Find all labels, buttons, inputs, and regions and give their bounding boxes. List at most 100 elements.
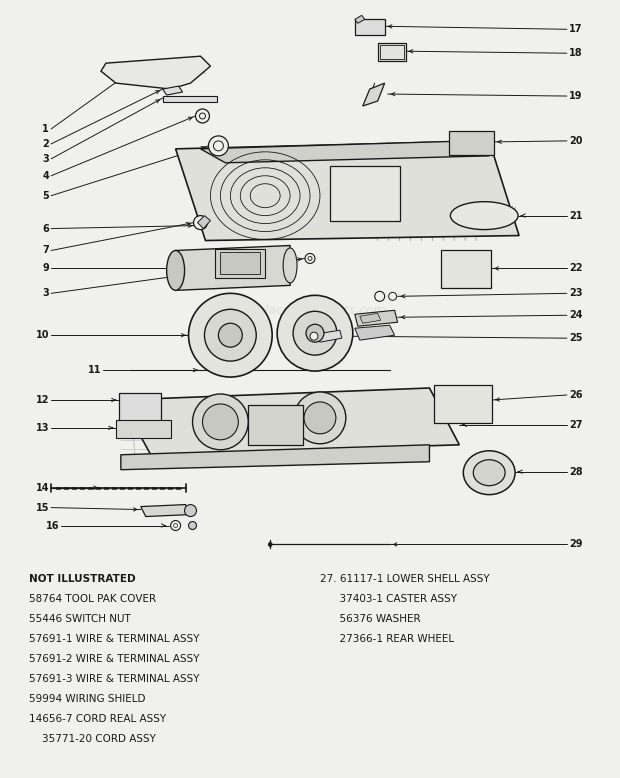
- Circle shape: [306, 324, 324, 342]
- Bar: [330, 166, 400, 221]
- Text: 56376 WASHER: 56376 WASHER: [320, 614, 420, 624]
- Ellipse shape: [463, 450, 515, 495]
- Bar: [119, 393, 161, 421]
- Bar: [116, 420, 170, 438]
- Circle shape: [185, 505, 197, 517]
- Text: 20: 20: [569, 136, 582, 146]
- Circle shape: [310, 332, 318, 340]
- Text: 13: 13: [36, 423, 49, 433]
- Text: 28: 28: [569, 467, 582, 477]
- Text: 57691-3 WIRE & TERMINAL ASSY: 57691-3 WIRE & TERMINAL ASSY: [29, 674, 200, 684]
- Text: 14656-7 CORD REAL ASSY: 14656-7 CORD REAL ASSY: [29, 714, 166, 724]
- Circle shape: [200, 113, 205, 119]
- Circle shape: [188, 293, 272, 377]
- Text: 4: 4: [42, 170, 49, 180]
- Text: 21: 21: [569, 211, 582, 221]
- Text: 6: 6: [42, 223, 49, 233]
- Circle shape: [305, 254, 315, 264]
- Bar: [435, 385, 492, 423]
- Text: 2: 2: [42, 139, 49, 149]
- Text: 15: 15: [36, 503, 49, 513]
- Text: 59994 WIRING SHIELD: 59994 WIRING SHIELD: [29, 694, 146, 704]
- Bar: [355, 19, 384, 35]
- Text: 27: 27: [569, 420, 582, 430]
- Polygon shape: [315, 330, 342, 342]
- Bar: [220, 253, 260, 275]
- Circle shape: [188, 521, 197, 530]
- Bar: [215, 248, 265, 279]
- Text: 27366-1 REAR WHEEL: 27366-1 REAR WHEEL: [320, 634, 454, 644]
- Circle shape: [218, 323, 242, 347]
- Text: 1: 1: [42, 124, 49, 134]
- Polygon shape: [121, 388, 459, 455]
- Text: 3: 3: [42, 154, 49, 164]
- Text: 29: 29: [569, 539, 582, 549]
- Text: 37403-1 CASTER ASSY: 37403-1 CASTER ASSY: [320, 594, 457, 605]
- Circle shape: [174, 524, 177, 527]
- Circle shape: [213, 141, 223, 151]
- Text: 17: 17: [569, 24, 582, 34]
- Bar: [378, 44, 405, 61]
- Text: 35771-20 CORD ASSY: 35771-20 CORD ASSY: [29, 734, 156, 744]
- Text: eReplacementParts.com: eReplacementParts.com: [234, 303, 386, 317]
- Polygon shape: [121, 445, 430, 470]
- Circle shape: [294, 392, 346, 443]
- Polygon shape: [200, 141, 489, 163]
- Bar: [450, 131, 494, 155]
- Bar: [379, 45, 404, 59]
- Text: 57691-2 WIRE & TERMINAL ASSY: 57691-2 WIRE & TERMINAL ASSY: [29, 654, 200, 664]
- Bar: [162, 96, 218, 102]
- Bar: [441, 251, 491, 289]
- Circle shape: [293, 311, 337, 355]
- Text: 9: 9: [42, 264, 49, 273]
- Polygon shape: [162, 86, 182, 95]
- Polygon shape: [175, 246, 290, 290]
- Text: 26: 26: [569, 390, 582, 400]
- Text: 3: 3: [42, 289, 49, 298]
- Circle shape: [308, 257, 312, 261]
- Circle shape: [268, 542, 272, 546]
- Text: 19: 19: [569, 91, 582, 101]
- Text: NOT ILLUSTRATED: NOT ILLUSTRATED: [29, 574, 136, 584]
- Circle shape: [208, 136, 228, 156]
- Polygon shape: [355, 325, 394, 340]
- Ellipse shape: [283, 248, 297, 283]
- Text: 10: 10: [36, 330, 49, 340]
- Text: 55446 SWITCH NUT: 55446 SWITCH NUT: [29, 614, 131, 624]
- Text: 24: 24: [569, 310, 582, 321]
- Polygon shape: [355, 16, 365, 23]
- Circle shape: [277, 296, 353, 371]
- Ellipse shape: [473, 460, 505, 485]
- Polygon shape: [175, 141, 519, 240]
- Text: 22: 22: [569, 264, 582, 273]
- Text: 14: 14: [36, 482, 49, 492]
- Polygon shape: [355, 310, 397, 326]
- Text: 18: 18: [569, 48, 582, 58]
- Circle shape: [193, 216, 208, 230]
- Text: 7: 7: [42, 246, 49, 255]
- Circle shape: [304, 402, 336, 434]
- Circle shape: [195, 109, 210, 123]
- Circle shape: [203, 404, 238, 440]
- Polygon shape: [360, 314, 381, 323]
- Polygon shape: [141, 505, 190, 517]
- Circle shape: [170, 520, 180, 531]
- Text: 12: 12: [36, 395, 49, 405]
- Text: 5: 5: [42, 191, 49, 201]
- Circle shape: [205, 310, 256, 361]
- Circle shape: [389, 293, 397, 300]
- Text: 58764 TOOL PAK COVER: 58764 TOOL PAK COVER: [29, 594, 156, 605]
- Polygon shape: [198, 216, 210, 229]
- Circle shape: [193, 394, 248, 450]
- Bar: [248, 405, 303, 445]
- Circle shape: [374, 291, 384, 301]
- Text: 57691-1 WIRE & TERMINAL ASSY: 57691-1 WIRE & TERMINAL ASSY: [29, 634, 200, 644]
- Polygon shape: [363, 83, 384, 106]
- Text: 25: 25: [569, 333, 582, 343]
- Text: 27. 61117-1 LOWER SHELL ASSY: 27. 61117-1 LOWER SHELL ASSY: [320, 574, 490, 584]
- Ellipse shape: [167, 251, 185, 290]
- Polygon shape: [101, 56, 210, 89]
- Text: 11: 11: [87, 365, 101, 375]
- Ellipse shape: [450, 202, 518, 230]
- Text: 23: 23: [569, 289, 582, 298]
